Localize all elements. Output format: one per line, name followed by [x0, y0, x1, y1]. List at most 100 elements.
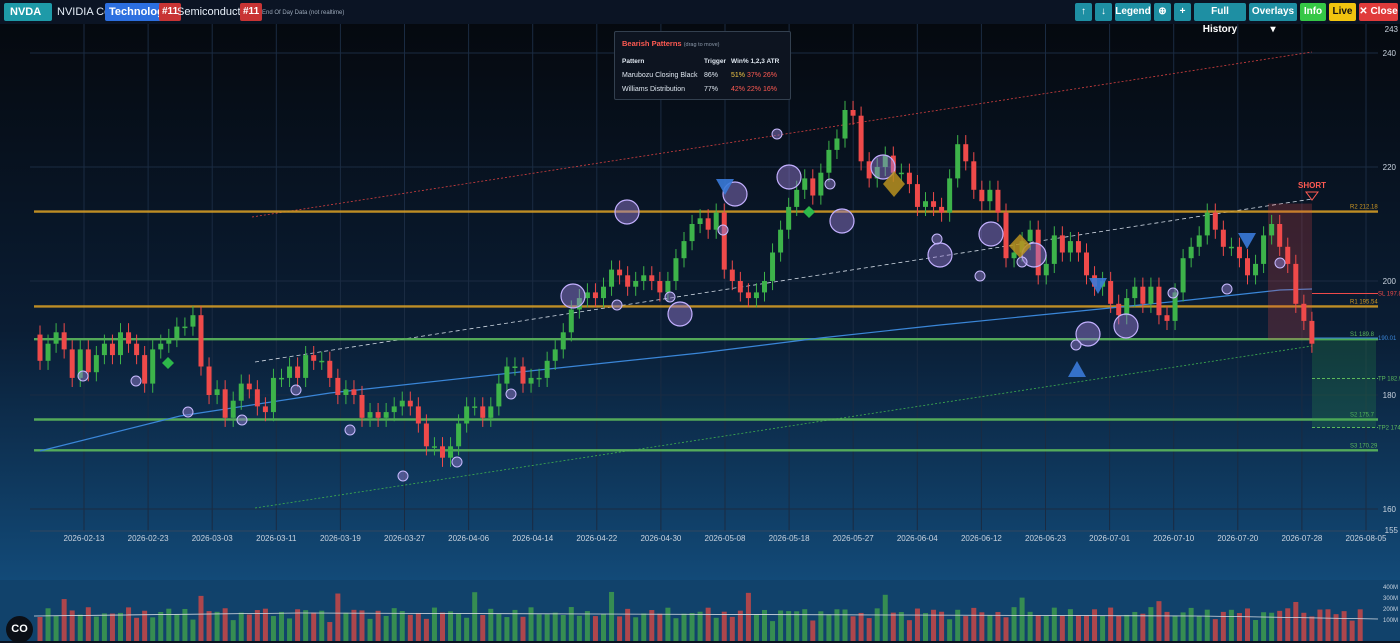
- candle-body: [69, 349, 75, 378]
- volume-bar: [383, 615, 389, 641]
- close-button[interactable]: ✕ Close: [1359, 3, 1398, 21]
- x-tick-label: 2026-08-05: [1346, 534, 1387, 543]
- zoom-icon[interactable]: ⊕: [1154, 3, 1171, 21]
- y-axis: 160 180 200 220 240 243 155: [1383, 25, 1399, 535]
- x-tick-label: 2026-07-10: [1153, 534, 1194, 543]
- candle-body: [689, 224, 695, 242]
- candle-body: [1204, 212, 1210, 236]
- candle-body: [576, 298, 582, 310]
- green-diamond-icon: [162, 357, 174, 369]
- candle-body: [874, 167, 880, 179]
- candles: [37, 100, 1315, 467]
- candle-body: [238, 383, 244, 401]
- legend-button[interactable]: Legend: [1115, 3, 1151, 21]
- arrow-down-icon[interactable]: ↓: [1095, 3, 1112, 21]
- pattern-win: 51% 37% 26%: [731, 71, 777, 79]
- volume-bar: [753, 614, 759, 641]
- volume-bar: [1309, 616, 1315, 641]
- candle-body: [858, 115, 864, 162]
- pattern-diamond-icon: [883, 171, 905, 197]
- sector-badge[interactable]: Technology: [105, 3, 174, 21]
- arrow-up-icon[interactable]: ↑: [1075, 3, 1092, 21]
- candle-body: [1236, 246, 1242, 259]
- volume-bar: [882, 594, 888, 641]
- chart-grid: [30, 24, 1378, 532]
- x-tick-label: 2026-05-18: [769, 534, 810, 543]
- full-history-button[interactable]: Full History: [1194, 3, 1246, 35]
- candle-body: [166, 338, 172, 344]
- candle-body: [778, 229, 784, 253]
- candle-body: [745, 292, 751, 299]
- volume-bar: [818, 611, 824, 641]
- price-chart[interactable]: R2 212.18 R1 195.54 S1 189.8 S2 175.7 S3 170…: [0, 24, 1400, 580]
- pattern-circle: [829, 208, 855, 234]
- candle-body: [142, 355, 148, 384]
- candle-body: [753, 292, 759, 299]
- volume-bar: [142, 610, 148, 641]
- volume-bar: [287, 618, 293, 641]
- candle-body: [504, 366, 510, 384]
- pattern-circle-small: [397, 470, 409, 482]
- candle-body: [1188, 246, 1194, 259]
- volume-bar: [1269, 612, 1275, 641]
- volume-bar: [842, 609, 848, 641]
- pattern-name: Marubozu Closing Black: [622, 71, 698, 79]
- candle-body: [101, 343, 107, 356]
- volume-bar: [1011, 607, 1017, 641]
- volume-bar: [1341, 611, 1347, 641]
- candle-body: [279, 377, 284, 380]
- volume-bar: [1148, 607, 1154, 641]
- volume-bar: [923, 613, 928, 641]
- candle-body: [866, 161, 872, 179]
- volume-bar: [1043, 616, 1049, 641]
- pattern-circle-small: [771, 128, 783, 140]
- candle-body: [351, 389, 357, 395]
- candle-body: [1220, 229, 1226, 247]
- pattern-circle-small: [344, 424, 356, 436]
- pattern-circle: [614, 199, 640, 225]
- level-label: S2 175.7: [1350, 413, 1375, 419]
- bearish-patterns-popup[interactable]: Bearish Patterns (drag to move) Pattern …: [614, 31, 791, 100]
- candle-body: [1172, 292, 1178, 321]
- volume-bar: [254, 610, 260, 641]
- volume-bar: [246, 614, 252, 641]
- candle-body: [311, 355, 317, 361]
- volume-bar: [657, 613, 663, 641]
- candle-body: [174, 326, 180, 338]
- volume-bar: [1357, 609, 1363, 641]
- volume-bar: [979, 612, 985, 641]
- volume-bar: [762, 609, 767, 641]
- industry-name[interactable]: Semiconductors: [177, 6, 256, 18]
- add-icon[interactable]: +: [1174, 3, 1191, 21]
- candle-body: [826, 149, 832, 173]
- x-tick-label: 2026-04-30: [640, 534, 681, 543]
- candle-body: [512, 366, 518, 368]
- candle-body: [995, 189, 1001, 213]
- overlays-dropdown[interactable]: Overlays ▾: [1249, 3, 1297, 35]
- volume-tick-label: 400M: [1383, 585, 1398, 591]
- candle-body: [327, 360, 333, 378]
- pattern-circle: [560, 283, 586, 309]
- info-button[interactable]: Info: [1300, 3, 1326, 21]
- candle-body: [914, 184, 920, 207]
- volume-bar: [1236, 613, 1242, 641]
- co-logo-button[interactable]: CO: [6, 616, 33, 643]
- live-button[interactable]: Live: [1329, 3, 1356, 21]
- volume-bar: [745, 592, 751, 641]
- level-label: R2 212.18: [1350, 205, 1378, 211]
- pattern-circle-small: [451, 456, 463, 468]
- reward-zone: [1312, 337, 1376, 428]
- volume-bar: [399, 611, 405, 641]
- volume-bar: [214, 611, 220, 641]
- candle-body: [246, 383, 252, 390]
- volume-bar: [1277, 610, 1283, 641]
- volume-bar: [713, 617, 719, 641]
- ticker-symbol[interactable]: NVDA: [4, 3, 52, 21]
- volume-bar: [1051, 607, 1057, 641]
- volume-bar: [1059, 615, 1065, 641]
- volume-tick-label: 100M: [1383, 618, 1398, 624]
- volume-bar: [1019, 597, 1025, 641]
- volume-bar: [1196, 616, 1202, 641]
- candle-body: [391, 406, 397, 413]
- candle-body: [1075, 241, 1081, 253]
